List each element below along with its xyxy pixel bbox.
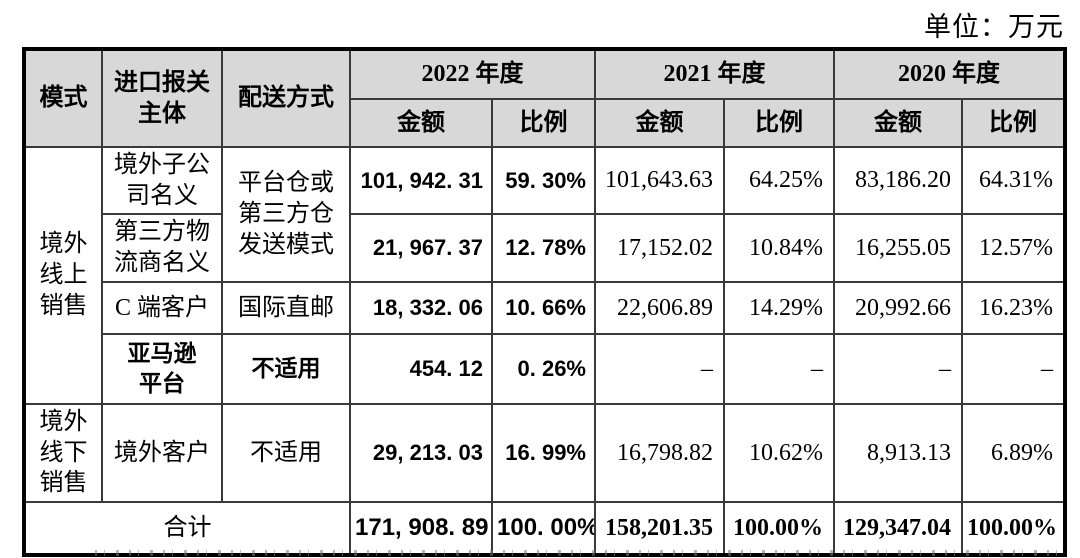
sales-mode-table-wrapper: 模式 进口报关 主体 配送方式 2022 年度 2021 年度 2020 年度 … — [22, 47, 1067, 558]
ratio-2021: 10.62% — [723, 402, 835, 504]
total-ratio-2021: 100.00% — [723, 501, 835, 557]
ratio-2020: 64.31% — [961, 145, 1066, 216]
ratio-2021: – — [723, 332, 835, 405]
amount-2020: 83,186.20 — [833, 145, 963, 216]
subject-cell: 境外客户 — [101, 402, 223, 504]
table-row-c-end-customer: C 端客户 国际直邮 18, 332. 06 10. 66% 22,606.89… — [24, 280, 1066, 335]
ratio-2022: 0. 26% — [491, 332, 596, 405]
table-row-overseas-offline: 境外 线下 销售 境外客户 不适用 29, 213. 03 16. 99% 16… — [23, 402, 1066, 504]
header-row-metrics: 金额 比例 金额 比例 金额 比例 — [24, 98, 1066, 148]
ratio-2022: 12. 78% — [491, 213, 596, 283]
delivery-cell: 不适用 — [221, 332, 351, 405]
header-subject: 进口报关 主体 — [101, 48, 223, 148]
total-ratio-2020: 100.00% — [961, 501, 1066, 557]
table-row-amazon-platform: 亚马逊 平台 不适用 454. 12 0. 26% – – – – — [24, 332, 1066, 405]
unit-label: 单位：万元 — [924, 12, 1064, 42]
subject-cell: C 端客户 — [101, 280, 223, 335]
total-label: 合计 — [23, 501, 351, 557]
amount-2021: 16,798.82 — [594, 402, 725, 504]
ratio-2020: 12.57% — [961, 213, 1066, 283]
amount-2020: 16,255.05 — [833, 213, 963, 283]
header-year-2021: 2021 年度 — [594, 48, 835, 100]
ratio-2021: 10.84% — [723, 213, 835, 283]
table-row-third-party-logistics: 第三方物 流商名义 21, 967. 37 12. 78% 17,152.02 … — [24, 213, 1066, 283]
total-amount-2020: 129,347.04 — [833, 501, 963, 557]
header-amount-2022: 金额 — [349, 98, 493, 148]
ratio-2020: – — [961, 332, 1066, 405]
ratio-2020: 16.23% — [961, 280, 1066, 335]
amount-2020: 20,992.66 — [833, 280, 963, 335]
header-amount-2020: 金额 — [833, 98, 963, 148]
ratio-2022: 10. 66% — [491, 280, 596, 335]
table-row-total: 合计 171, 908. 89 100. 00% 158,201.35 100.… — [23, 501, 1066, 557]
amount-2022: 18, 332. 06 — [349, 280, 493, 335]
ratio-2020: 6.89% — [961, 402, 1066, 504]
header-year-2022: 2022 年度 — [349, 48, 596, 100]
header-ratio-2020: 比例 — [961, 98, 1066, 148]
clipped-text-line — [95, 550, 1060, 556]
amount-2021: 101,643.63 — [594, 145, 725, 216]
total-amount-2022: 171, 908. 89 — [349, 501, 493, 557]
amount-2020: 8,913.13 — [833, 402, 963, 504]
delivery-cell: 国际直邮 — [221, 280, 351, 335]
header-year-2020: 2020 年度 — [833, 48, 1066, 100]
amount-2022: 101, 942. 31 — [349, 145, 493, 216]
table-row-overseas-subsidiary: 境外 线上 销售 境外子公 司名义 平台仓或 第三方仓 发送模式 101, 94… — [23, 145, 1066, 405]
amount-2021: 17,152.02 — [594, 213, 725, 283]
amount-2022: 29, 213. 03 — [349, 402, 493, 504]
total-amount-2021: 158,201.35 — [594, 501, 725, 557]
amount-2021: – — [594, 332, 725, 405]
header-ratio-2022: 比例 — [491, 98, 596, 148]
header-amount-2021: 金额 — [594, 98, 725, 148]
total-ratio-2022: 100. 00% — [491, 501, 596, 557]
delivery-cell: 平台仓或 第三方仓 发送模式 — [221, 146, 351, 283]
header-row-years: 模式 进口报关 主体 配送方式 2022 年度 2021 年度 2020 年度 — [23, 48, 1066, 148]
ratio-2022: 16. 99% — [491, 402, 596, 504]
header-ratio-2021: 比例 — [723, 98, 835, 148]
group-offline-label: 境外 线下 销售 — [23, 402, 103, 504]
ratio-2021: 64.25% — [723, 145, 835, 216]
subject-cell: 境外子公 司名义 — [101, 145, 223, 216]
amount-2022: 21, 967. 37 — [349, 213, 493, 283]
ratio-2022: 59. 30% — [491, 145, 596, 216]
subject-cell: 亚马逊 平台 — [101, 332, 223, 405]
amount-2021: 22,606.89 — [594, 280, 725, 335]
delivery-cell: 不适用 — [221, 402, 351, 504]
group-online-label: 境外 线上 销售 — [23, 146, 103, 405]
sales-mode-table: 模式 进口报关 主体 配送方式 2022 年度 2021 年度 2020 年度 … — [22, 47, 1067, 558]
amount-2022: 454. 12 — [349, 332, 493, 405]
header-delivery: 配送方式 — [221, 48, 351, 148]
subject-cell: 第三方物 流商名义 — [101, 213, 223, 283]
header-mode: 模式 — [23, 48, 103, 148]
ratio-2021: 14.29% — [723, 280, 835, 335]
amount-2020: – — [833, 332, 963, 405]
